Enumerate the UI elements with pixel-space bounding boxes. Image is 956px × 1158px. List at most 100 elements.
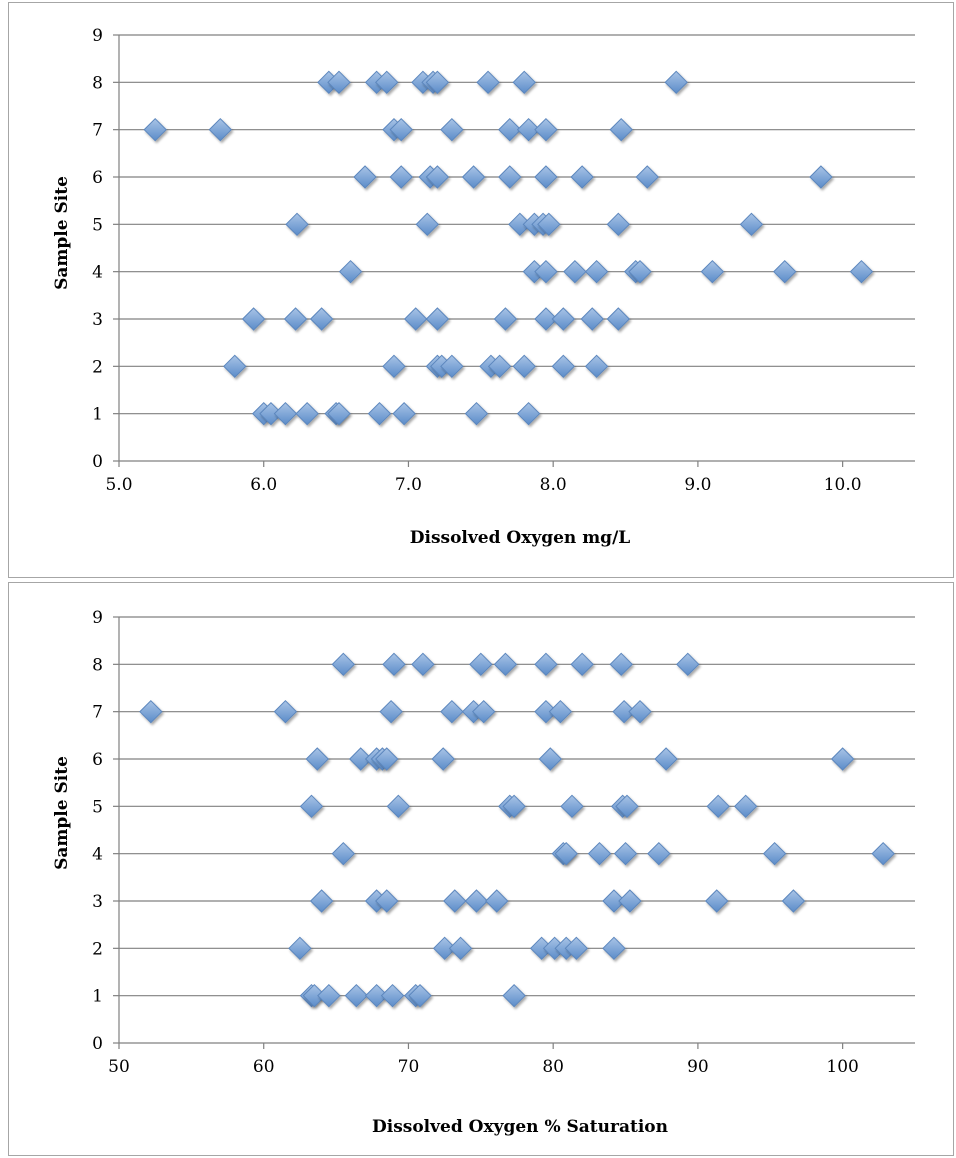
- x-tick-label: 9.0: [684, 475, 711, 495]
- data-point: [476, 70, 500, 95]
- data-point: [305, 747, 329, 771]
- data-point: [706, 794, 730, 819]
- data-point: [331, 652, 356, 677]
- data-point: [647, 841, 671, 866]
- data-point: [440, 699, 464, 724]
- data-point: [570, 165, 594, 189]
- data-point: [392, 401, 416, 426]
- data-point: [464, 401, 489, 426]
- data-point: [338, 259, 363, 284]
- data-point: [871, 841, 895, 866]
- data-point: [380, 983, 405, 1008]
- data-point: [551, 307, 576, 331]
- data-point: [512, 70, 536, 95]
- data-point: [273, 699, 298, 724]
- data-point: [317, 983, 341, 1008]
- data-point: [389, 165, 413, 189]
- data-point: [628, 699, 652, 724]
- data-point: [375, 889, 399, 913]
- data-point: [273, 401, 298, 426]
- data-point: [618, 889, 642, 913]
- data-point: [548, 699, 573, 724]
- data-point: [386, 794, 411, 819]
- data-point: [830, 747, 855, 771]
- data-point: [448, 936, 473, 961]
- y-tick-label: 3: [92, 310, 103, 330]
- data-point: [331, 841, 356, 866]
- data-point: [411, 652, 435, 677]
- data-point: [809, 165, 833, 189]
- data-point: [849, 259, 874, 284]
- data-point: [375, 70, 399, 95]
- data-point: [580, 307, 604, 331]
- y-tick-label: 5: [92, 797, 103, 817]
- data-point: [288, 936, 312, 961]
- y-tick-label: 4: [92, 845, 103, 865]
- y-tick-label: 8: [92, 73, 103, 93]
- data-point: [353, 165, 377, 189]
- data-point: [705, 889, 729, 913]
- data-point: [295, 401, 319, 426]
- data-point: [285, 212, 309, 237]
- data-point: [469, 652, 493, 677]
- data-point: [440, 117, 464, 142]
- x-tick-label: 5.0: [105, 475, 132, 495]
- x-tick-label: 70: [398, 1057, 420, 1077]
- data-point: [348, 747, 373, 771]
- data-point: [425, 165, 450, 189]
- chart-panel-percent-saturation: 0 1 2 3 4 5 6 7 8 9 50 60 70 80 90 100 Dissolved Oxygen…: [8, 582, 954, 1156]
- data-point: [485, 889, 509, 913]
- data-point: [537, 212, 561, 237]
- y-tick-label: 9: [92, 26, 103, 46]
- data-point: [739, 212, 764, 237]
- x-tick-label: 80: [542, 1057, 564, 1077]
- scatter-chart-percent-saturation: 0 1 2 3 4 5 6 7 8 9 50 60 70 80 90 100 Dissolved Oxygen…: [52, 608, 915, 1137]
- data-point: [733, 794, 758, 819]
- y-axis-title: Sample Site: [52, 756, 72, 870]
- data-point: [283, 307, 308, 331]
- data-point: [635, 165, 659, 189]
- data-point: [516, 117, 541, 142]
- data-point: [425, 307, 450, 331]
- data-point: [606, 307, 631, 331]
- data-point: [425, 70, 450, 95]
- data-point: [498, 165, 522, 189]
- data-point: [564, 936, 589, 961]
- y-tick-label: 3: [92, 892, 103, 912]
- data-point: [382, 354, 406, 379]
- data-point: [534, 259, 558, 284]
- data-point: [512, 354, 536, 379]
- data-point: [516, 401, 541, 426]
- y-tick-label: 4: [92, 263, 103, 283]
- data-point: [551, 354, 576, 379]
- y-tick-label: 5: [92, 215, 103, 235]
- data-point: [139, 699, 163, 724]
- x-axis-title: Dissolved Oxygen mg/L: [410, 528, 631, 548]
- data-point: [208, 117, 233, 142]
- data-point: [379, 699, 403, 724]
- data-point: [615, 794, 639, 819]
- y-tick-label: 6: [92, 168, 103, 188]
- data-point: [431, 747, 455, 771]
- data-point: [472, 699, 496, 724]
- data-point: [538, 747, 562, 771]
- x-tick-label: 7.0: [395, 475, 422, 495]
- data-point: [327, 401, 351, 426]
- data-point: [534, 652, 558, 677]
- data-point: [223, 354, 247, 379]
- data-point: [487, 354, 512, 379]
- data-point: [602, 889, 626, 913]
- data-point: [461, 165, 486, 189]
- data-point: [612, 699, 636, 724]
- y-tick-label: 1: [92, 987, 103, 1007]
- y-tick-label: 6: [92, 750, 103, 770]
- data-point: [628, 259, 652, 284]
- data-point: [464, 889, 489, 913]
- data-point: [364, 983, 389, 1008]
- y-tick-label: 8: [92, 655, 103, 675]
- data-point: [415, 212, 439, 237]
- data-point: [375, 747, 399, 771]
- data-point: [602, 936, 626, 961]
- data-point: [676, 652, 700, 677]
- x-axis-title: Dissolved Oxygen % Saturation: [372, 1117, 668, 1137]
